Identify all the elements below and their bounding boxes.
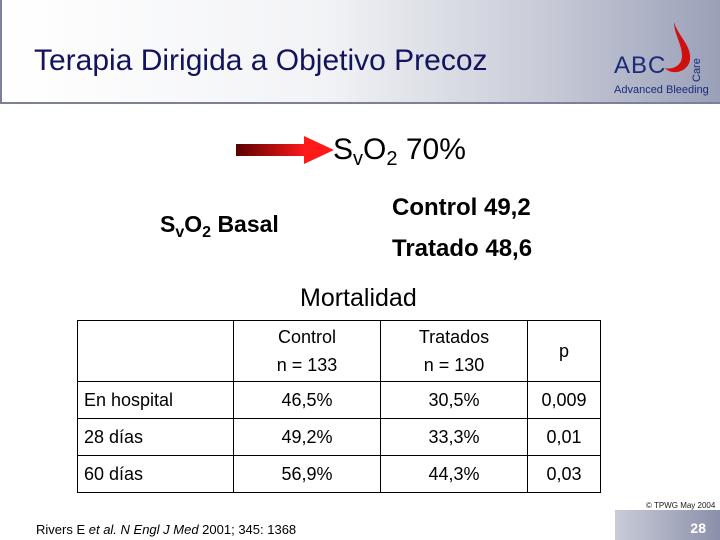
- page-number: 28: [690, 520, 706, 536]
- row-control-value: 46,5%: [233, 381, 381, 419]
- table-header-row: Control n = 133 Tratados n = 130 p: [77, 320, 601, 382]
- basal-tratado-value: Tratado 48,6: [392, 235, 533, 262]
- header-control-line1: Control: [277, 327, 337, 347]
- ref-details: 2001; 345: 1368: [198, 522, 297, 537]
- logo-abc: ABC: [614, 52, 667, 79]
- svo2-target-s: S: [333, 133, 354, 166]
- row-label: 28 días: [77, 418, 234, 456]
- svo2-basal-text: Basal: [217, 211, 279, 237]
- ref-authors: Rivers E: [36, 522, 89, 537]
- svo2-target-value: 70%: [405, 133, 466, 166]
- reference-citation: Rivers E et al. N Engl J Med 2001; 345: …: [36, 522, 296, 537]
- slide-title: Terapia Dirigida a Objetivo Precoz: [34, 44, 488, 77]
- row-control-value: 49,2%: [233, 418, 381, 456]
- svo2-target-o: O: [363, 133, 387, 166]
- row-label: En hospital: [77, 381, 234, 419]
- svo2-basal-sub-2: 2: [202, 224, 212, 241]
- table-row: 60 días 56,9% 44,3% 0,03: [77, 455, 601, 493]
- svo2-basal-o: O: [184, 211, 203, 237]
- mortality-table: Control n = 133 Tratados n = 130 p En ho…: [77, 320, 601, 493]
- svo2-target: SvO2 70%: [333, 133, 466, 171]
- ref-journal: et al. N Engl J Med: [88, 522, 199, 537]
- copyright-note: © TPWG May 2004: [646, 501, 716, 510]
- svo2-target-sub-v: v: [353, 148, 364, 170]
- slide-header: Terapia Dirigida a Objetivo Precoz ABC C…: [0, 0, 720, 104]
- arrow-right-icon: [236, 136, 334, 164]
- row-tratados-value: 44,3%: [380, 455, 528, 493]
- header-left-rule: [0, 0, 2, 104]
- header-control: Control n = 133: [233, 320, 381, 382]
- header-empty-cell: [77, 320, 234, 382]
- svo2-basal-sub-v: v: [175, 224, 185, 241]
- header-tratados-line1: Tratados: [418, 327, 490, 347]
- header-control-line2: n = 133: [276, 355, 338, 375]
- row-p-value: 0,009: [527, 381, 601, 419]
- row-label: 60 días: [77, 455, 234, 493]
- svo2-target-sub-2: 2: [386, 148, 398, 170]
- header-tratados: Tratados n = 130: [380, 320, 528, 382]
- header-divider: [0, 102, 720, 104]
- logo-care-vertical: Care: [691, 58, 703, 82]
- svo2-basal-s: S: [160, 211, 176, 237]
- svo2-basal-label: SvO2 Basal: [160, 211, 279, 242]
- row-p-value: 0,03: [527, 455, 601, 493]
- table-row: En hospital 46,5% 30,5% 0,009: [77, 381, 601, 419]
- row-tratados-value: 33,3%: [380, 418, 528, 456]
- blood-drop-icon: [665, 22, 691, 73]
- mortality-title: Mortalidad: [300, 284, 417, 312]
- row-control-value: 56,9%: [233, 455, 381, 493]
- row-tratados-value: 30,5%: [380, 381, 528, 419]
- basal-control-value: Control 49,2: [392, 194, 531, 221]
- table-row: 28 días 49,2% 33,3% 0,01: [77, 418, 601, 456]
- header-p: p: [527, 320, 601, 382]
- page-number-box: 28: [615, 510, 720, 540]
- row-p-value: 0,01: [527, 418, 601, 456]
- logo-subtitle: Advanced Bleeding: [614, 84, 709, 96]
- header-tratados-line2: n = 130: [423, 355, 485, 375]
